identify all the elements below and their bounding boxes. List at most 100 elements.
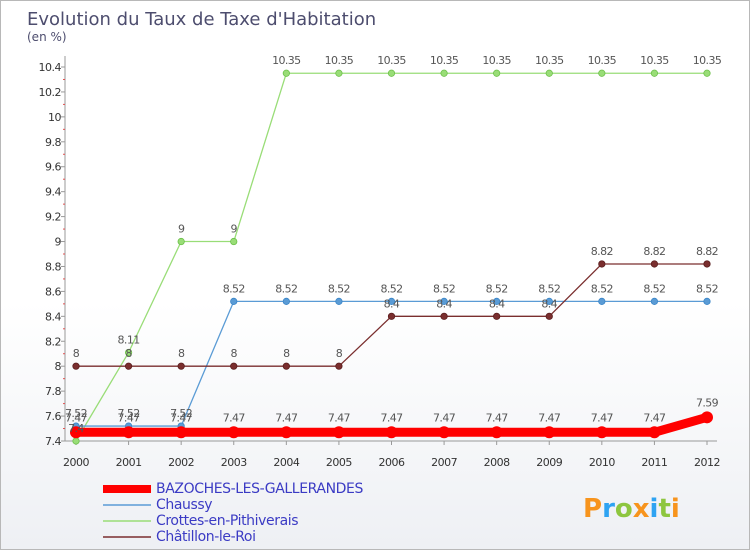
data-point [332,426,345,439]
data-point [703,260,711,268]
y-tick-label: 9.2 [45,211,61,224]
series-1 [72,297,711,430]
data-point [598,297,606,305]
data-point [177,362,185,370]
data-point [335,69,343,77]
data-point [177,237,185,246]
data-label: 8.52 [380,282,402,295]
data-label: 7.4 [68,422,84,435]
data-label: 10.35 [430,54,459,67]
data-label: 7.47 [65,411,88,424]
data-label: 8.4 [436,297,452,310]
series-2 [72,69,711,445]
data-point [703,69,711,77]
data-label: 8.52 [223,282,245,295]
data-point [545,69,553,77]
y-tick-label: 10.4 [39,61,62,74]
x-tick-label: 2005 [326,456,352,469]
data-label: 7.47 [538,411,561,424]
data-point [124,348,133,357]
x-tick-label: 2010 [589,456,615,469]
data-label: 7.52 [65,407,87,420]
logo-letter: o [615,494,633,524]
data-point [387,312,396,320]
y-tick-label: 7.8 [45,385,61,398]
data-labels: 7.47 7.47 7.47 7.47 7.47 7.47 7.47 7.47 7.47 7.47… [65,54,722,435]
data-label: 8.4 [541,297,557,310]
data-label: 10.35 [325,54,354,67]
x-tick-label: 2004 [273,456,299,469]
legend-label: BAZOCHES-LES-GALLERANDES [156,481,363,497]
series-layer [70,69,713,445]
y-tick-label: 9.6 [45,161,61,174]
x-tick-label: 2006 [379,456,405,469]
logo-letter: i [671,494,680,524]
data-point [230,237,238,246]
data-point [493,297,501,305]
data-label: 8.82 [591,245,613,258]
data-label: 10.35 [693,54,722,67]
data-point [440,69,448,77]
logo-letter: P [583,494,602,524]
data-label: 8.11 [118,333,140,346]
data-label: 7.52 [118,407,140,420]
data-point [282,69,290,77]
data-label: 8 [125,347,132,360]
data-label: 8.52 [538,282,560,295]
series-0 [70,411,713,439]
data-point [335,297,343,305]
series-3 [72,260,711,370]
data-label: 7.47 [433,411,456,424]
data-label: 8 [231,347,238,360]
data-label: 7.59 [696,396,719,409]
data-label: 10.35 [535,54,564,67]
data-point [122,426,135,439]
data-label: 8.82 [696,245,718,258]
data-label: 7.47 [643,411,666,424]
data-label: 8.52 [696,282,718,295]
data-point [282,297,290,305]
data-label: 8 [336,347,343,360]
y-tick-label: 9.8 [45,136,61,149]
data-point [227,426,240,439]
data-label: 8 [283,347,290,360]
y-tick-label: 9 [55,236,62,249]
data-label: 7.47 [170,411,193,424]
data-point [648,426,661,439]
data-label: 8.52 [643,282,665,295]
data-point [70,426,82,439]
data-label: 10.35 [588,54,617,67]
data-point [650,297,659,305]
y-tick-label: 8.6 [45,285,61,298]
data-label: 8.4 [384,297,400,310]
data-point [124,362,133,370]
data-point [493,69,501,77]
logo-letter: t [658,494,670,524]
y-tick-label: 8.8 [45,260,61,273]
data-point [280,426,293,439]
data-label: 7.47 [486,411,509,424]
data-label: 10.35 [377,54,406,67]
data-label: 9 [231,223,238,236]
legend-label: Châtillon-le-Roi [156,529,256,545]
legend-label: Chaussy [156,497,212,513]
data-point [440,312,448,320]
x-tick-label: 2002 [168,456,194,469]
data-point [545,312,553,320]
data-label: 7.52 [170,407,192,420]
data-label: 8.52 [328,282,350,295]
data-label: 7.47 [275,411,298,424]
proxiti-logo: Proxiti [583,494,680,524]
data-label: 8.52 [591,282,613,295]
data-point [387,297,396,305]
data-label: 7.47 [118,411,141,424]
data-label: 10.35 [482,54,511,67]
data-label: 8.52 [275,282,297,295]
data-point [72,437,80,445]
y-tick-label: 8.4 [45,310,61,323]
data-point [701,411,713,424]
data-label: 10.35 [640,54,669,67]
x-tick-label: 2001 [116,456,142,469]
x-tick-label: 2000 [63,456,89,469]
